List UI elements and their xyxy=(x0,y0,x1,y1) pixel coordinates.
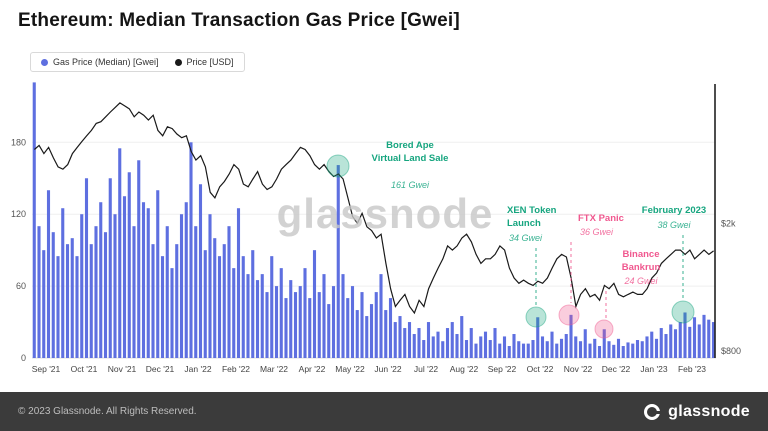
svg-text:Jan '22: Jan '22 xyxy=(184,364,211,374)
glassnode-watermark: glassnode xyxy=(277,190,494,237)
svg-text:XEN Token: XEN Token xyxy=(507,205,557,216)
svg-text:glassnode: glassnode xyxy=(277,190,494,237)
price-usd-line xyxy=(34,102,714,315)
gas-price-chart[interactable]: 0 60 120 180 $2k $800 Sep '21 Oct '21 Nov '21 Dec… xyxy=(0,78,768,392)
svg-text:FTX Panic: FTX Panic xyxy=(578,213,624,224)
svg-text:$2k: $2k xyxy=(721,218,736,228)
svg-text:38 Gwei: 38 Gwei xyxy=(657,220,691,230)
annotation-bored-ape-land-sale: Bored Ape Virtual Land Sale 161 Gwei xyxy=(326,140,449,190)
svg-text:Oct '22: Oct '22 xyxy=(527,364,554,374)
footer-bar: © 2023 Glassnode. All Rights Reserved. g… xyxy=(0,392,768,431)
annotation-february-2023: February 2023 38 Gwei xyxy=(642,205,706,324)
svg-text:60: 60 xyxy=(16,281,26,291)
svg-text:Jan '23: Jan '23 xyxy=(640,364,667,374)
glassnode-logo: glassnode xyxy=(644,403,750,421)
svg-text:Virtual Land Sale: Virtual Land Sale xyxy=(372,153,449,164)
svg-text:Sep '22: Sep '22 xyxy=(488,364,517,374)
glassnode-logo-icon xyxy=(644,403,661,420)
svg-text:May '22: May '22 xyxy=(335,364,365,374)
y-axis-right: $2k $800 xyxy=(721,218,741,356)
svg-text:0: 0 xyxy=(21,353,26,363)
svg-text:161 Gwei: 161 Gwei xyxy=(391,180,430,190)
legend-gas-label: Gas Price (Median) [Gwei] xyxy=(53,57,159,67)
svg-text:Nov '22: Nov '22 xyxy=(564,364,593,374)
copyright-text: © 2023 Glassnode. All Rights Reserved. xyxy=(18,406,197,417)
svg-text:Feb '22: Feb '22 xyxy=(222,364,250,374)
y-axis-left: 0 60 120 180 xyxy=(11,137,26,363)
price-series-dot-icon xyxy=(174,58,182,66)
annotation-binance-bankrun: Binance Bankrun 24 Gwei xyxy=(594,249,661,339)
chart-legend[interactable]: Gas Price (Median) [Gwei] Price [USD] xyxy=(30,52,245,72)
svg-text:24 Gwei: 24 Gwei xyxy=(623,276,658,286)
svg-text:Bored Ape: Bored Ape xyxy=(386,140,434,151)
svg-text:Nov '21: Nov '21 xyxy=(108,364,137,374)
svg-text:Oct '21: Oct '21 xyxy=(71,364,98,374)
svg-text:120: 120 xyxy=(11,209,26,219)
glassnode-logo-text: glassnode xyxy=(668,402,750,420)
annotation-highlight-circle xyxy=(326,154,350,178)
svg-text:Jul '22: Jul '22 xyxy=(414,364,439,374)
x-axis: Sep '21 Oct '21 Nov '21 Dec '21 Jan '22 Feb '… xyxy=(32,364,707,374)
y-gridlines xyxy=(32,141,716,359)
chart-title: Ethereum: Median Transaction Gas Price [… xyxy=(18,10,460,31)
svg-text:Apr '22: Apr '22 xyxy=(299,364,326,374)
annotation-ftx-panic: FTX Panic 36 Gwei xyxy=(558,213,624,326)
legend-item-gas-price[interactable]: Gas Price (Median) [Gwei] xyxy=(41,57,159,67)
svg-text:34 Gwei: 34 Gwei xyxy=(509,233,543,243)
svg-text:Binance: Binance xyxy=(623,249,660,260)
gas-series-dot-icon xyxy=(41,58,48,66)
svg-text:Feb '23: Feb '23 xyxy=(678,364,706,374)
svg-text:Bankrun: Bankrun xyxy=(622,262,661,273)
legend-price-label: Price [USD] xyxy=(186,57,234,67)
svg-text:February 2023: February 2023 xyxy=(642,205,706,216)
svg-text:36 Gwei: 36 Gwei xyxy=(580,227,614,237)
annotation-highlight-circle xyxy=(558,304,580,326)
svg-text:180: 180 xyxy=(11,137,26,147)
gas-price-bars-series xyxy=(32,82,716,359)
legend-item-price[interactable]: Price [USD] xyxy=(174,57,234,67)
annotation-highlight-circle xyxy=(525,306,547,328)
svg-text:Dec '22: Dec '22 xyxy=(602,364,631,374)
annotation-xen-token-launch: XEN Token Launch 34 Gwei xyxy=(507,205,557,328)
svg-text:Sep '21: Sep '21 xyxy=(32,364,61,374)
annotation-highlight-circle xyxy=(594,319,614,339)
svg-text:Aug '22: Aug '22 xyxy=(450,364,479,374)
svg-text:Jun '22: Jun '22 xyxy=(374,364,401,374)
annotation-highlight-circle xyxy=(671,300,695,324)
svg-text:Mar '22: Mar '22 xyxy=(260,364,288,374)
svg-text:Launch: Launch xyxy=(507,218,541,229)
svg-text:$800: $800 xyxy=(721,346,741,356)
svg-text:Dec '21: Dec '21 xyxy=(146,364,175,374)
